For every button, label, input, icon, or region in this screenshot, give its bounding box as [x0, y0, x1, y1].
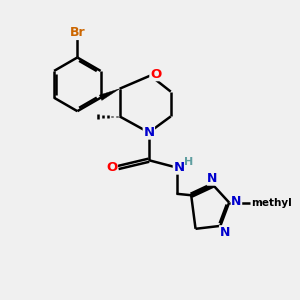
Text: methyl: methyl — [252, 197, 292, 208]
Text: N: N — [207, 172, 218, 185]
Text: methyl: methyl — [258, 201, 263, 202]
Text: N: N — [173, 161, 184, 174]
Text: N: N — [143, 126, 155, 139]
Text: O: O — [150, 68, 161, 81]
Text: O: O — [106, 161, 117, 174]
Text: Br: Br — [70, 26, 85, 40]
Polygon shape — [99, 89, 120, 100]
Text: N: N — [231, 195, 242, 208]
Text: N: N — [220, 226, 230, 239]
Text: H: H — [184, 157, 194, 167]
